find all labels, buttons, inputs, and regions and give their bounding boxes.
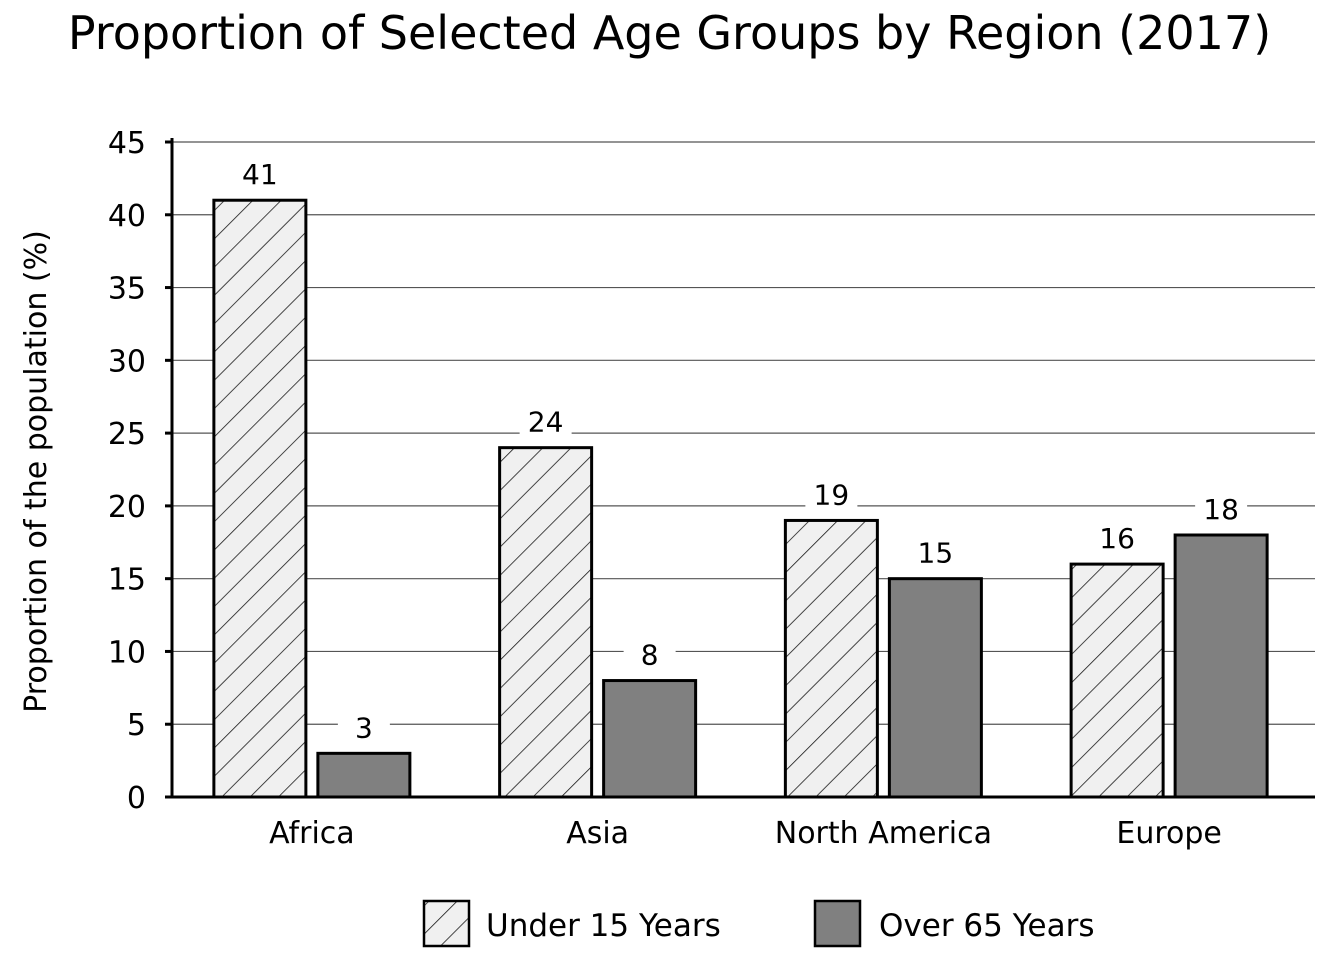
bars [212, 198, 1269, 799]
data-label: 15 [918, 537, 954, 570]
chart-title: Proportion of Selected Age Groups by Reg… [67, 6, 1272, 60]
labels: 0 5 10 15 20 25 30 35 40 45 Proportion of the popu… [19, 126, 1248, 851]
y-tick-label: 0 [127, 781, 146, 816]
y-tick-label: 45 [108, 126, 146, 161]
data-label-background [623, 636, 676, 673]
bar-over-65-north-america [887, 577, 983, 799]
bar-under-15-north-america [783, 518, 879, 799]
x-category-label: Europe [1116, 816, 1222, 851]
bar-under-15-europe [1069, 562, 1165, 799]
x-category-label: North America [775, 816, 992, 851]
data-label: 24 [528, 406, 564, 439]
y-axis-title: Proportion of the population (%) [19, 230, 54, 713]
data-label-background [909, 534, 962, 571]
bar-under-15-asia [498, 446, 594, 799]
y-tick-label: 30 [108, 344, 146, 379]
data-label-background [337, 709, 390, 746]
y-tick-label: 5 [127, 708, 146, 743]
data-label: 8 [641, 639, 659, 672]
data-label: 41 [242, 158, 278, 191]
data-label: 19 [814, 478, 850, 511]
y-tick-label: 10 [108, 635, 146, 670]
y-tick-label: 35 [108, 272, 146, 307]
y-tick-label: 20 [108, 490, 146, 525]
data-label-background [1091, 520, 1144, 557]
legend-swatch-under-15 [422, 899, 471, 948]
data-label: 3 [355, 711, 373, 744]
data-label-background [233, 156, 286, 193]
legend-swatch-over-65 [813, 899, 862, 948]
y-tick-label: 40 [108, 199, 146, 234]
axes [165, 138, 1315, 799]
bar-under-15-africa [212, 198, 308, 799]
data-label-background [1195, 491, 1248, 527]
legend-label: Under 15 Years [486, 908, 721, 944]
data-label-background [519, 403, 572, 440]
data-label: 18 [1203, 493, 1239, 526]
legend: Under 15 Years Over 65 Years [422, 899, 1095, 948]
y-tick-label: 25 [108, 417, 146, 452]
x-category-label: Asia [566, 816, 629, 851]
bar-over-65-asia [602, 679, 698, 799]
data-label-background [805, 476, 858, 513]
bar-over-65-europe [1173, 533, 1269, 799]
bar-over-65-africa [316, 751, 412, 799]
data-label: 16 [1099, 522, 1135, 555]
y-tick-label: 15 [108, 563, 146, 598]
x-category-label: Africa [269, 816, 355, 851]
legend-label: Over 65 Years [879, 908, 1095, 944]
